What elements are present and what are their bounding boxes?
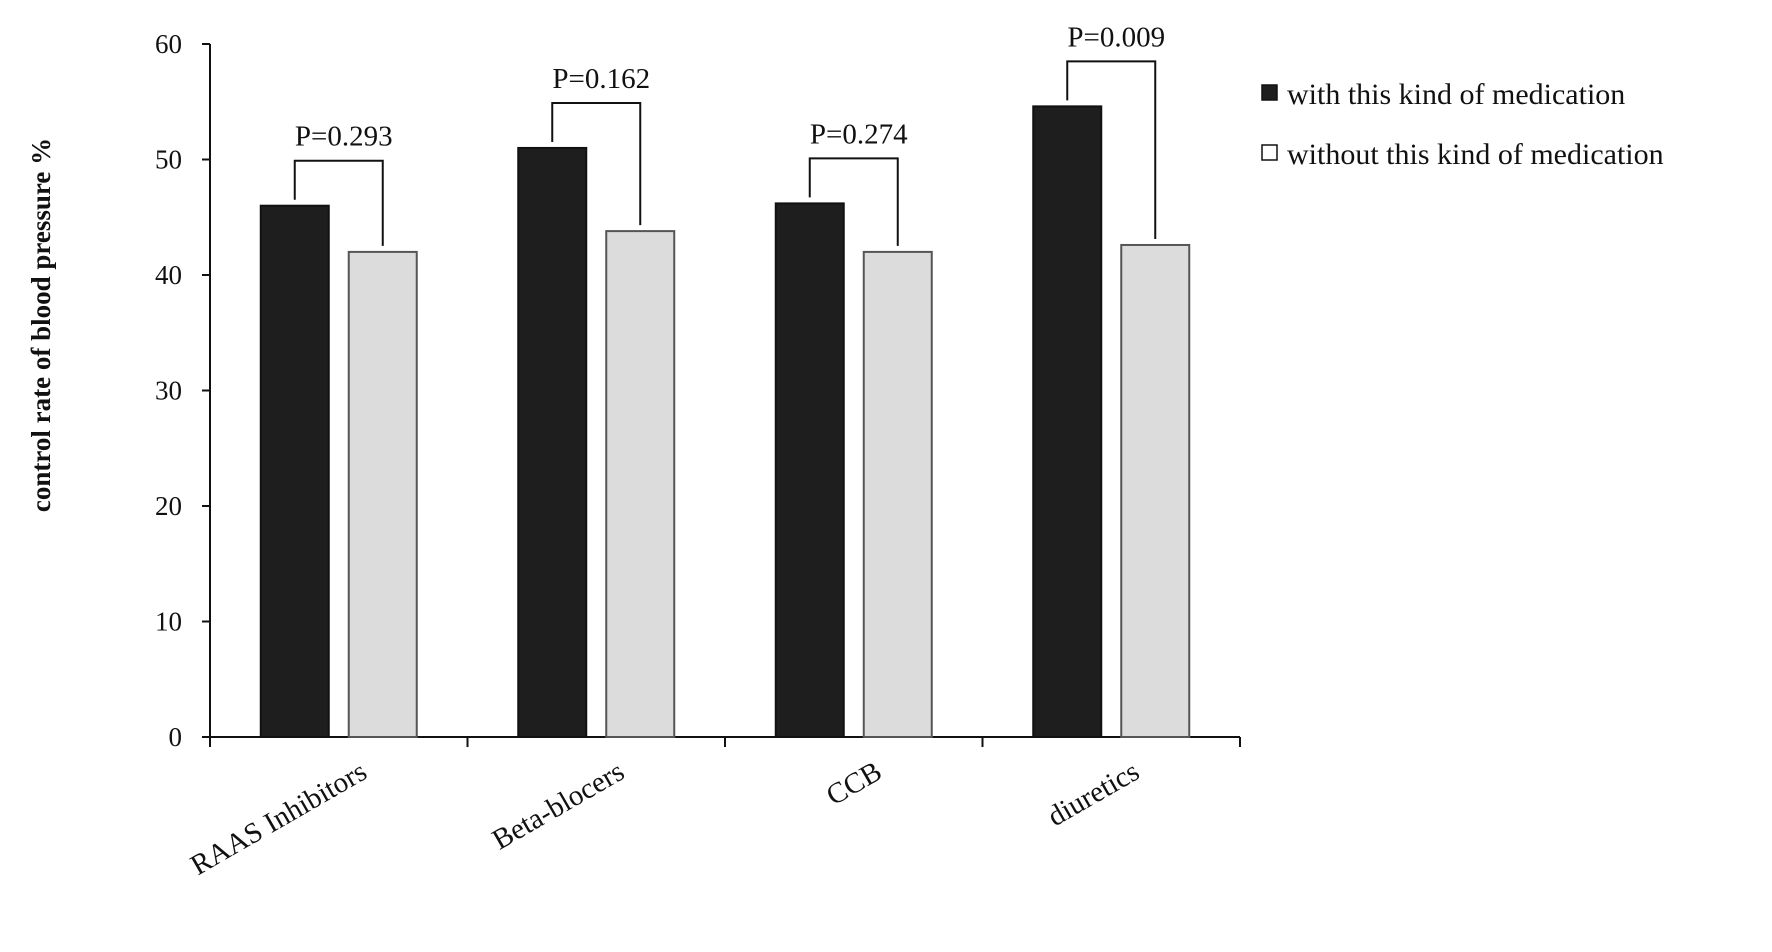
y-ticks: 0 10 20 30 40 50 60 (155, 29, 210, 752)
x-tick-label: Beta-blocers (487, 755, 630, 856)
x-tick-label: CCB (821, 755, 887, 812)
p-value-brackets: P=0.293 P=0.162 P=0.274 P=0.009 (293, 21, 1165, 246)
y-tick-label: 30 (155, 376, 182, 406)
x-tick-label: diuretics (1042, 755, 1144, 833)
p-value-bracket (1066, 60, 1157, 239)
legend: with this kind of medication without thi… (1261, 78, 1664, 171)
legend-swatch-without (1261, 144, 1278, 161)
bar-with-1 (259, 204, 330, 738)
bars (259, 105, 1191, 739)
bar-without-2 (605, 230, 676, 739)
x-tick-labels: RAAS Inhibitors Beta-blocers CCB diuretics (185, 755, 1144, 881)
bar-with-4 (1032, 105, 1103, 739)
p-value-label: P=0.009 (1067, 21, 1165, 53)
bar-without-3 (862, 250, 933, 738)
p-value-label: P=0.293 (295, 121, 393, 153)
bar-with-3 (774, 202, 845, 738)
y-axis-label: control rate of blood pressure % (26, 138, 56, 512)
bar-with-2 (517, 146, 588, 738)
p-value-bracket (551, 101, 642, 226)
bar-without-1 (347, 250, 418, 738)
bar-without-4 (1120, 243, 1191, 738)
y-tick-label: 10 (155, 607, 182, 637)
y-tick-label: 0 (169, 722, 183, 752)
p-value-label: P=0.162 (552, 63, 650, 95)
legend-swatch-with (1261, 84, 1278, 101)
y-tick-label: 20 (155, 491, 182, 521)
p-value-label: P=0.274 (810, 118, 908, 150)
x-tick-label: RAAS Inhibitors (185, 755, 372, 881)
y-tick-label: 60 (155, 29, 182, 59)
p-value-bracket (808, 157, 899, 246)
p-value-bracket (293, 159, 384, 246)
y-tick-label: 50 (155, 145, 182, 175)
legend-label-with: with this kind of medication (1287, 78, 1625, 111)
legend-label-without: without this kind of medication (1287, 138, 1664, 171)
y-tick-label: 40 (155, 260, 182, 290)
